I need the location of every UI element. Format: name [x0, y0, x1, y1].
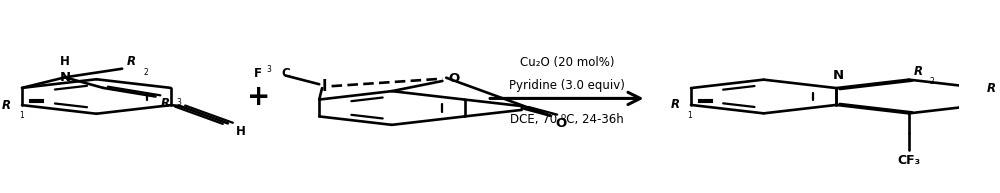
Text: R: R [127, 55, 136, 68]
Text: 3: 3 [267, 65, 272, 74]
Text: 2: 2 [930, 77, 935, 86]
Text: H: H [60, 55, 70, 68]
Text: 1: 1 [19, 111, 23, 120]
Text: R: R [986, 82, 995, 95]
Text: N: N [59, 71, 70, 84]
Text: R: R [914, 65, 923, 78]
Text: 1: 1 [688, 111, 692, 120]
Text: Pyridine (3.0 equiv): Pyridine (3.0 equiv) [509, 79, 625, 91]
Text: R: R [2, 99, 11, 112]
Text: +: + [247, 82, 270, 111]
Text: CF₃: CF₃ [897, 154, 921, 167]
Text: Cu₂O (20 mol%): Cu₂O (20 mol%) [520, 56, 614, 69]
Text: C: C [281, 67, 290, 80]
Text: N: N [833, 69, 844, 82]
Text: I: I [321, 79, 327, 94]
Text: R: R [160, 97, 169, 110]
Text: O: O [448, 72, 459, 85]
Text: 2: 2 [143, 68, 148, 77]
Text: DCE, 70 ºC, 24-36h: DCE, 70 ºC, 24-36h [510, 113, 624, 126]
Text: 3: 3 [176, 98, 181, 107]
Text: O: O [555, 117, 566, 130]
Text: H: H [235, 125, 245, 138]
Text: R: R [671, 98, 680, 111]
Text: F: F [254, 67, 262, 80]
